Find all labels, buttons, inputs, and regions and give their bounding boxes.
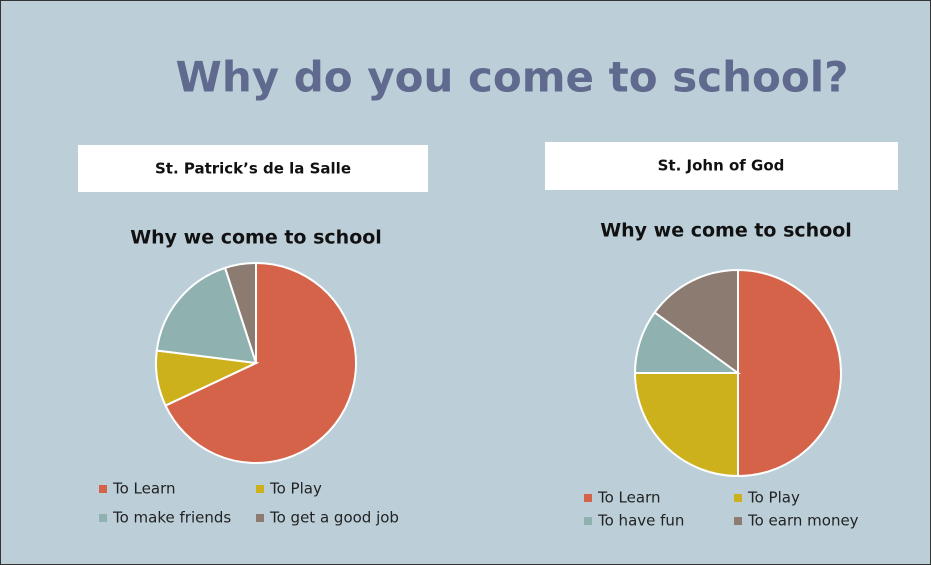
pie-slice — [737, 268, 842, 478]
legend-swatch — [734, 517, 742, 525]
school-box — [78, 145, 428, 192]
school-name: St. John of God — [658, 157, 785, 175]
legend-swatch — [584, 494, 592, 502]
legend-label: To have fun — [597, 512, 684, 530]
slide-title: Why do you come to school? — [176, 53, 849, 102]
legend-swatch — [584, 517, 592, 525]
legend-swatch — [734, 494, 742, 502]
chart-title: Why we come to school — [600, 220, 852, 242]
legend-label: To earn money — [747, 512, 859, 530]
legend-label: To Learn — [112, 480, 175, 498]
legend-swatch — [256, 514, 264, 522]
legend-swatch — [99, 485, 107, 493]
pie-slice — [223, 261, 257, 364]
school-box — [545, 142, 898, 190]
legend-label: To Play — [747, 489, 800, 507]
legend-swatch — [256, 485, 264, 493]
pie-slice — [155, 266, 258, 365]
pie-slice — [164, 261, 357, 464]
legend-label: To get a good job — [269, 509, 399, 527]
pie-slice — [633, 372, 739, 478]
school-name: St. Patrick’s de la Salle — [155, 160, 351, 178]
legend-label: To make friends — [112, 509, 231, 527]
legend-label: To Play — [269, 480, 322, 498]
pie-slice — [653, 268, 739, 375]
legend-label: To Learn — [597, 489, 660, 507]
chart-title: Why we come to school — [130, 227, 382, 249]
legend-swatch — [99, 514, 107, 522]
